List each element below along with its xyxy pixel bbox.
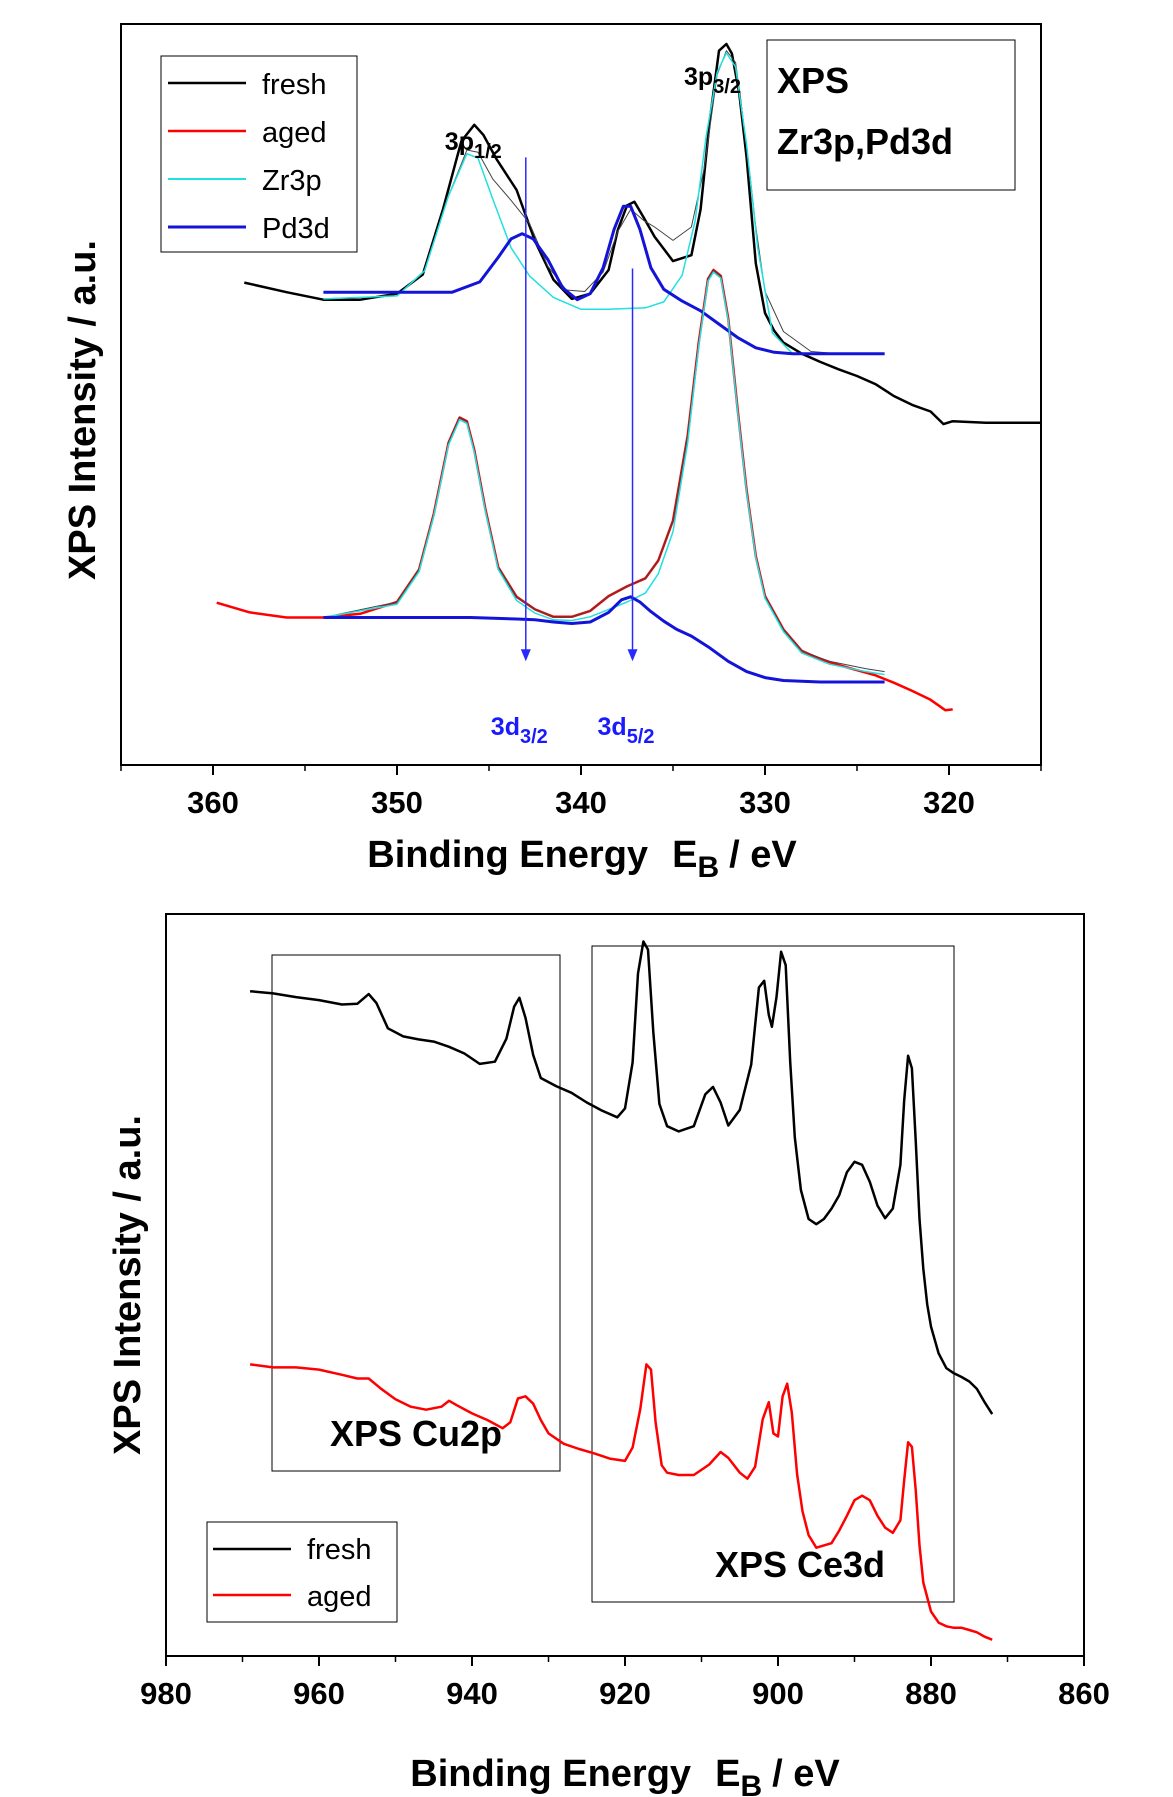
legend-label-pd3d: Pd3d: [262, 213, 330, 245]
pd3d-arrows: [520, 157, 638, 662]
ce3d-region-box: XPS Ce3d: [591, 945, 955, 1603]
legend-label-aged-bottom: aged: [307, 1581, 372, 1613]
top-series-aged-zr3p: [323, 271, 885, 676]
legend-label-fresh: fresh: [262, 69, 326, 101]
bottom-legend-box: [206, 1521, 398, 1623]
top-series-fresh: [244, 42, 1041, 426]
top-series-zr3p: [323, 52, 885, 355]
bottom-tick-label: 880: [905, 1676, 957, 1711]
bottom-series-fresh: [249, 940, 994, 1415]
pd3d-arrow-head-0: [520, 649, 531, 662]
pd3d-arrow-head-1: [627, 649, 638, 662]
peak-label-3d-5-2: 3d5/2: [598, 713, 655, 748]
bottom-x-axis-title: Binding Energy EB / eV: [410, 1753, 840, 1797]
bottom-plot-series: [249, 940, 994, 1641]
top-series-pd3d: [323, 204, 885, 356]
top-annotation-frame: [766, 39, 1016, 191]
peak-label-3p-1-2: 3p1/2: [445, 128, 502, 163]
top-plot-series: [216, 42, 1041, 712]
top-series-aged: [216, 268, 953, 712]
cu2p-region-label: XPS Cu2p: [330, 1413, 502, 1454]
bottom-tick-label: 940: [446, 1676, 498, 1711]
bottom-legend: fresh aged: [206, 1521, 398, 1623]
bottom-x-axis-ticks: 980 960 940 920 900 880 860: [140, 1656, 1110, 1711]
bottom-panel: 980 960 940 920 900 880 860 XPS Cu2p XPS Ce3d …: [107, 913, 1110, 1797]
ce3d-region-frame: [591, 945, 955, 1603]
top-annotation-box: XPS Zr3p,Pd3d: [766, 39, 1016, 191]
bottom-tick-label: 920: [599, 1676, 651, 1711]
top-legend: fresh aged Zr3p Pd3d: [160, 55, 358, 253]
top-x-axis-title: Binding Energy EB / eV: [367, 834, 797, 884]
cu2p-region-frame: [271, 954, 561, 1472]
peak-label-3p-3-2: 3p3/2: [684, 63, 741, 98]
top-tick-label: 330: [739, 785, 791, 820]
top-legend-box: [160, 55, 358, 253]
top-x-axis-ticks: 360 350 340 330 320: [120, 765, 1042, 820]
top-panel: 360 350 340 330 320 3p1/2 3p3/2 3d3/2 3d5/2 …: [62, 23, 1042, 884]
bottom-tick-label: 900: [752, 1676, 804, 1711]
cu2p-region-box: XPS Cu2p: [271, 954, 561, 1472]
top-y-axis-title: XPS Intensity / a.u.: [62, 240, 104, 580]
peak-label-3d-3-2: 3d3/2: [491, 713, 548, 748]
bottom-series-aged: [249, 1363, 993, 1641]
top-tick-label: 350: [371, 785, 423, 820]
legend-label-fresh-bottom: fresh: [307, 1534, 371, 1566]
top-annotation-line-2: Zr3p,Pd3d: [777, 121, 953, 162]
legend-label-aged: aged: [262, 117, 327, 149]
top-tick-label: 360: [187, 785, 239, 820]
bottom-tick-label: 860: [1058, 1676, 1110, 1711]
bottom-tick-label: 980: [140, 1676, 192, 1711]
bottom-y-axis-title: XPS Intensity / a.u.: [107, 1115, 149, 1455]
top-series-aged-pd3d: [323, 595, 885, 684]
top-tick-label: 320: [923, 785, 975, 820]
legend-label-zr3p: Zr3p: [262, 165, 322, 197]
top-annotation-line-1: XPS: [777, 60, 849, 101]
bottom-tick-label: 960: [293, 1676, 345, 1711]
ce3d-region-label: XPS Ce3d: [715, 1544, 885, 1585]
top-tick-label: 340: [555, 785, 607, 820]
